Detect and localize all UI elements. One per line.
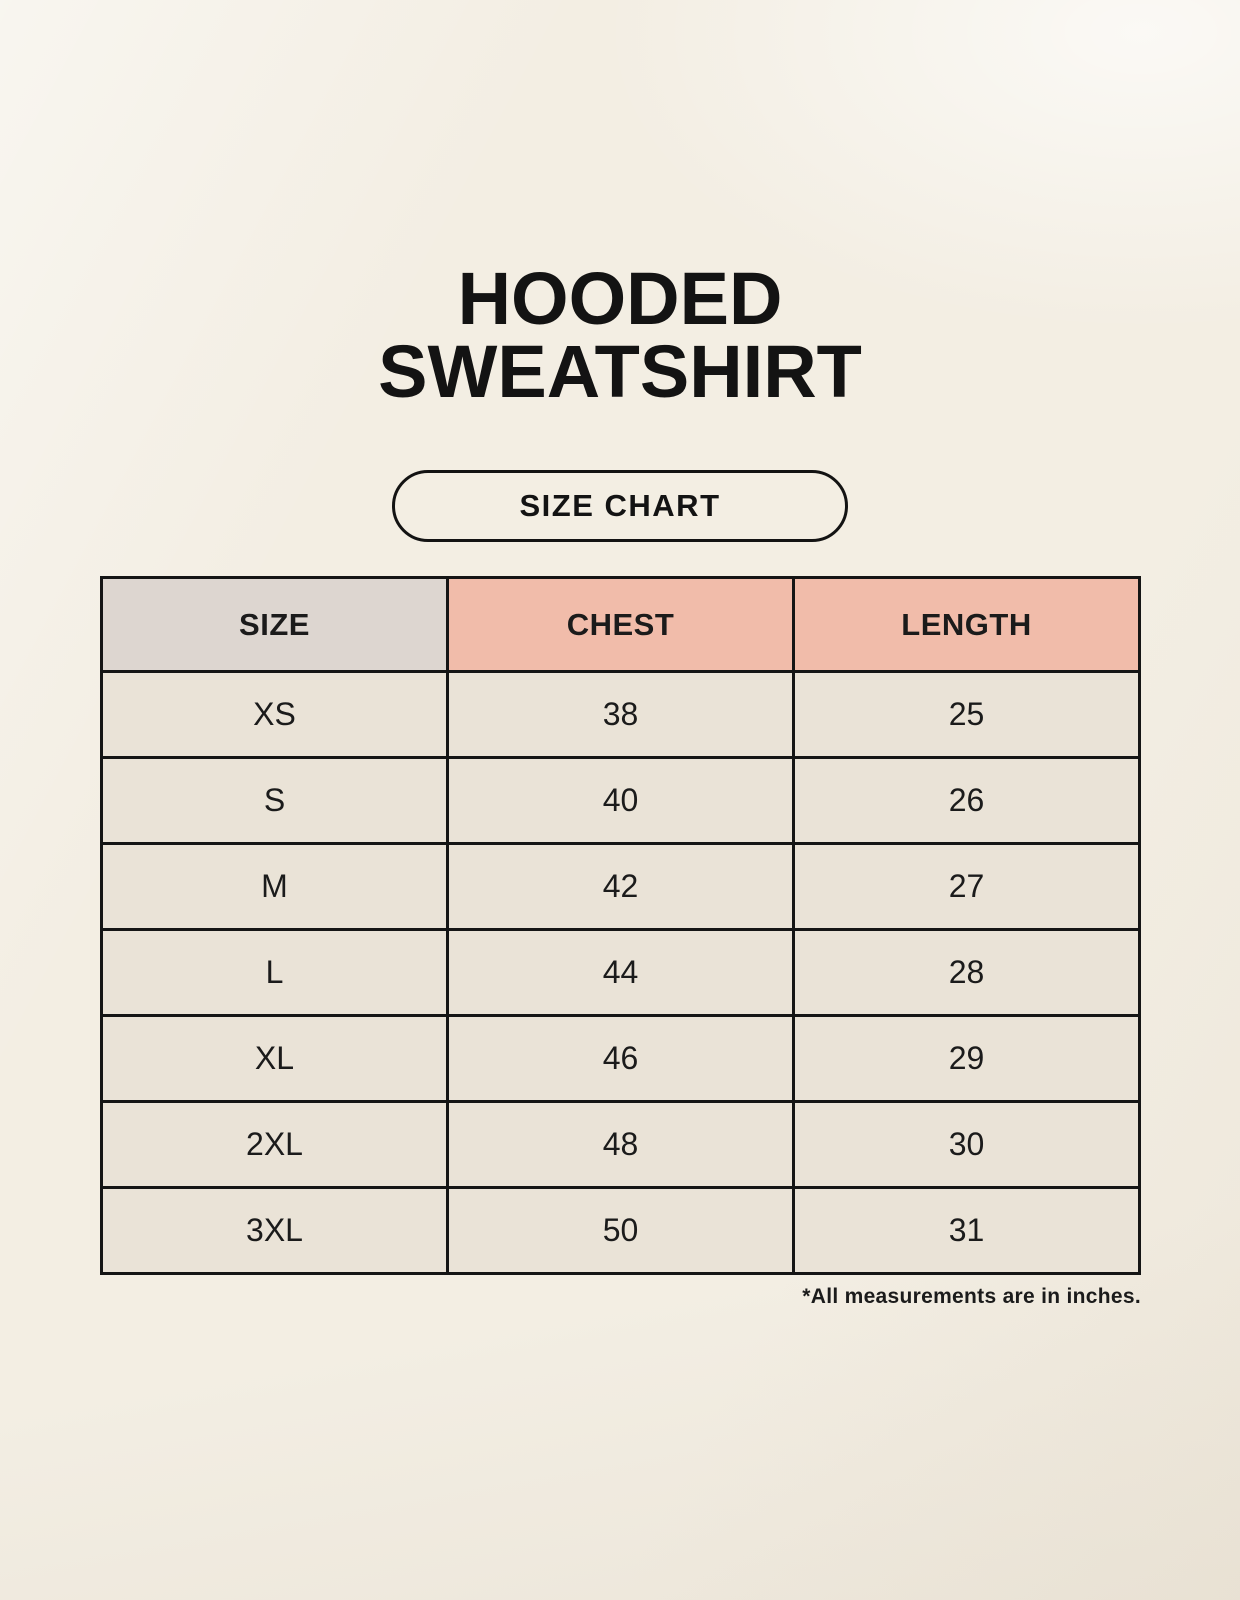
- table-row-3xl: 3XL 50 31: [100, 1186, 1141, 1275]
- page-title-line-2: SWEATSHIRT: [378, 330, 862, 413]
- cell-length: 31: [792, 1186, 1141, 1275]
- cell-length: 30: [792, 1100, 1141, 1189]
- header-cell-chest: CHEST: [446, 576, 795, 673]
- header-row: SIZE CHEST LENGTH: [100, 576, 1141, 673]
- header-cell-length: LENGTH: [792, 576, 1141, 673]
- table-row-xl: XL 46 29: [100, 1014, 1141, 1103]
- table-row-2xl: 2XL 48 30: [100, 1100, 1141, 1189]
- cell-chest: 46: [446, 1014, 795, 1103]
- cell-length: 25: [792, 670, 1141, 759]
- cell-chest: 40: [446, 756, 795, 845]
- table-row-xs: XS 38 25: [100, 670, 1141, 759]
- cell-size: M: [100, 842, 449, 931]
- size-chart-table: SIZE CHEST LENGTH XS 38 25 S 40 26 M 42 …: [100, 576, 1141, 1275]
- cell-size: L: [100, 928, 449, 1017]
- table-row-m: M 42 27: [100, 842, 1141, 931]
- cell-chest: 44: [446, 928, 795, 1017]
- size-chart-section: SIZE CHEST LENGTH XS 38 25 S 40 26 M 42 …: [100, 576, 1141, 1275]
- cell-size: 2XL: [100, 1100, 449, 1189]
- page-title: HOODED SWEATSHIRT: [0, 0, 1240, 413]
- page-title-line-1: HOODED: [457, 257, 783, 340]
- measurements-footnote: *All measurements are in inches.: [802, 1285, 1141, 1308]
- cell-chest: 38: [446, 670, 795, 759]
- cell-size: XS: [100, 670, 449, 759]
- cell-size: 3XL: [100, 1186, 449, 1275]
- header-cell-size: SIZE: [100, 576, 449, 673]
- size-chart-button-label: SIZE CHART: [519, 488, 721, 523]
- cell-chest: 48: [446, 1100, 795, 1189]
- cell-length: 29: [792, 1014, 1141, 1103]
- size-chart-button[interactable]: SIZE CHART: [392, 470, 848, 542]
- cell-size: S: [100, 756, 449, 845]
- cell-chest: 42: [446, 842, 795, 931]
- cell-length: 28: [792, 928, 1141, 1017]
- table-row-s: S 40 26: [100, 756, 1141, 845]
- cell-length: 27: [792, 842, 1141, 931]
- table-row-l: L 44 28: [100, 928, 1141, 1017]
- cell-size: XL: [100, 1014, 449, 1103]
- cell-length: 26: [792, 756, 1141, 845]
- cell-chest: 50: [446, 1186, 795, 1275]
